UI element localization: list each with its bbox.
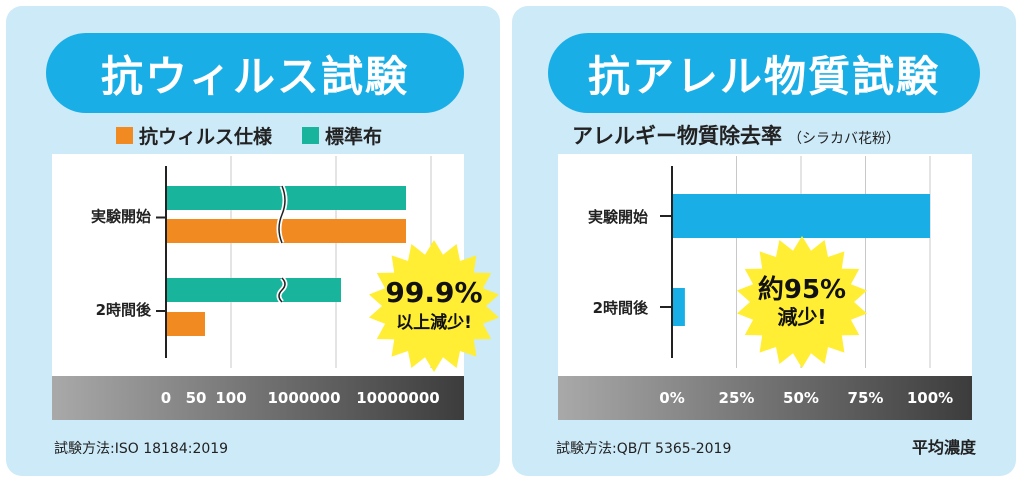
tick-label: 10000000 (356, 389, 440, 407)
legend-label-standard: 標準布 (325, 126, 383, 148)
badge-value: 99.9% (385, 276, 482, 309)
allergen-chart: 0% 25% 50% 75% 100% 実験開始 2時間後 約95%減少! (558, 154, 972, 420)
bar-antivirus-2h (166, 312, 205, 336)
average-concentration-label: 平均濃度 (911, 438, 976, 457)
tick-label: 100% (907, 389, 953, 407)
burst-badge (369, 240, 499, 372)
tick-label: 1000000 (267, 389, 340, 407)
tick-label: 100 (215, 389, 246, 407)
antivirus-chart: 0 50 100 1000000 10000000 実験開始 2時間後 99.9% 以上減少! (52, 154, 499, 420)
badge-text: 以上減少! (396, 312, 472, 333)
legend: 抗ウィルス仕様 標準布 (116, 122, 382, 149)
chart-subtitle: アレルギー物質除去率 （シラカバ花粉） (572, 120, 900, 150)
bar-antivirus-start (166, 219, 406, 243)
category-label: 2時間後 (96, 301, 152, 319)
axis-break-line (278, 277, 286, 303)
tick-label: 0 (161, 389, 171, 407)
tick-label: 50% (783, 389, 819, 407)
subtitle-main: アレルギー物質除去率 (572, 124, 782, 148)
category-label: 実験開始 (588, 208, 648, 226)
test-method-note: 試験方法:ISO 18184:2019 (54, 441, 229, 457)
tick-label: 75% (848, 389, 884, 407)
axis-band (52, 376, 464, 420)
allergen-test-panel: 抗アレル物質試験 アレルギー物質除去率 （シラカバ花粉） 0% 25% 50% 75% 1… (512, 6, 1016, 476)
tick-label: 0% (659, 389, 684, 407)
bar-standard-2h (166, 278, 341, 302)
category-label: 2時間後 (593, 299, 649, 317)
test-method-note: 試験方法:QB/T 5365-2019 (556, 441, 732, 457)
badge-value: 約95% (758, 274, 846, 305)
axis-band (558, 376, 972, 420)
subtitle-note: （シラカバ花粉） (788, 131, 900, 147)
bar-allergen (672, 288, 685, 326)
category-label: 実験開始 (91, 208, 151, 226)
legend-label-antivirus: 抗ウィルス仕様 (139, 126, 273, 148)
tick-label: 50 (186, 389, 207, 407)
legend-swatch-orange (116, 127, 133, 144)
allergen-title: 抗アレル物質試験 (548, 33, 980, 113)
tick-label: 25% (719, 389, 755, 407)
legend-item-antivirus: 抗ウィルス仕様 (116, 122, 272, 149)
legend-item-standard: 標準布 (302, 122, 382, 149)
badge-text: 減少! (777, 305, 826, 329)
antivirus-test-panel: 抗ウィルス試験 抗ウィルス仕様 標準布 0 50 100 1000000 1000000… (6, 6, 500, 476)
legend-swatch-teal (302, 127, 320, 144)
axis-break-line (278, 185, 286, 244)
antivirus-title: 抗ウィルス試験 (46, 33, 464, 113)
bar-allergen (672, 194, 930, 238)
burst-badge (737, 236, 867, 368)
